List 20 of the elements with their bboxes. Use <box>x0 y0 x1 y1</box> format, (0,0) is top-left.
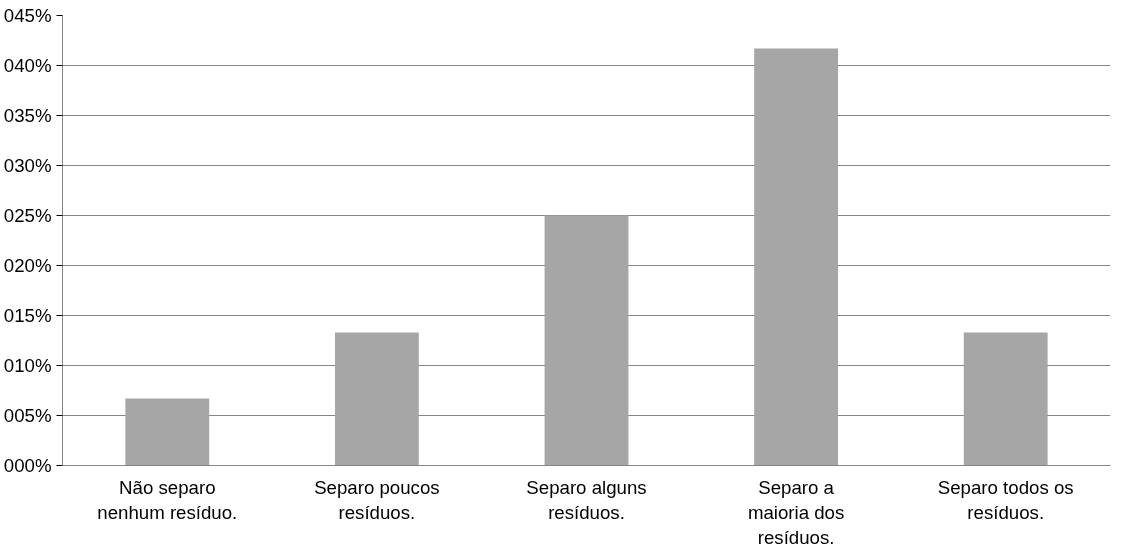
y-tick-label: 040% <box>3 55 52 76</box>
y-tick-label: 035% <box>3 105 52 126</box>
y-tick-label: 030% <box>3 155 52 176</box>
bar <box>544 215 629 466</box>
x-tick-label: Separo alguns resíduos. <box>526 476 647 523</box>
bar <box>125 398 210 466</box>
bar <box>334 332 419 466</box>
y-tick-label: 025% <box>3 205 52 226</box>
y-tick-label: 005% <box>3 405 52 426</box>
y-tick-label: 020% <box>3 255 52 276</box>
y-tick-label: 015% <box>3 305 52 326</box>
bar <box>963 332 1048 466</box>
y-tick-label: 000% <box>3 455 52 476</box>
x-tick-label: Não separo nenhum resíduo. <box>97 476 238 523</box>
bar <box>754 48 839 466</box>
x-tick-label: Separo poucos resíduos. <box>314 476 440 523</box>
y-tick-label: 010% <box>3 355 52 376</box>
y-tick-label: 045% <box>3 5 52 26</box>
x-tick-label: Separo todos os resíduos. <box>937 476 1074 523</box>
x-tick-label: Separo a maioria dos resíduos. <box>747 476 845 548</box>
